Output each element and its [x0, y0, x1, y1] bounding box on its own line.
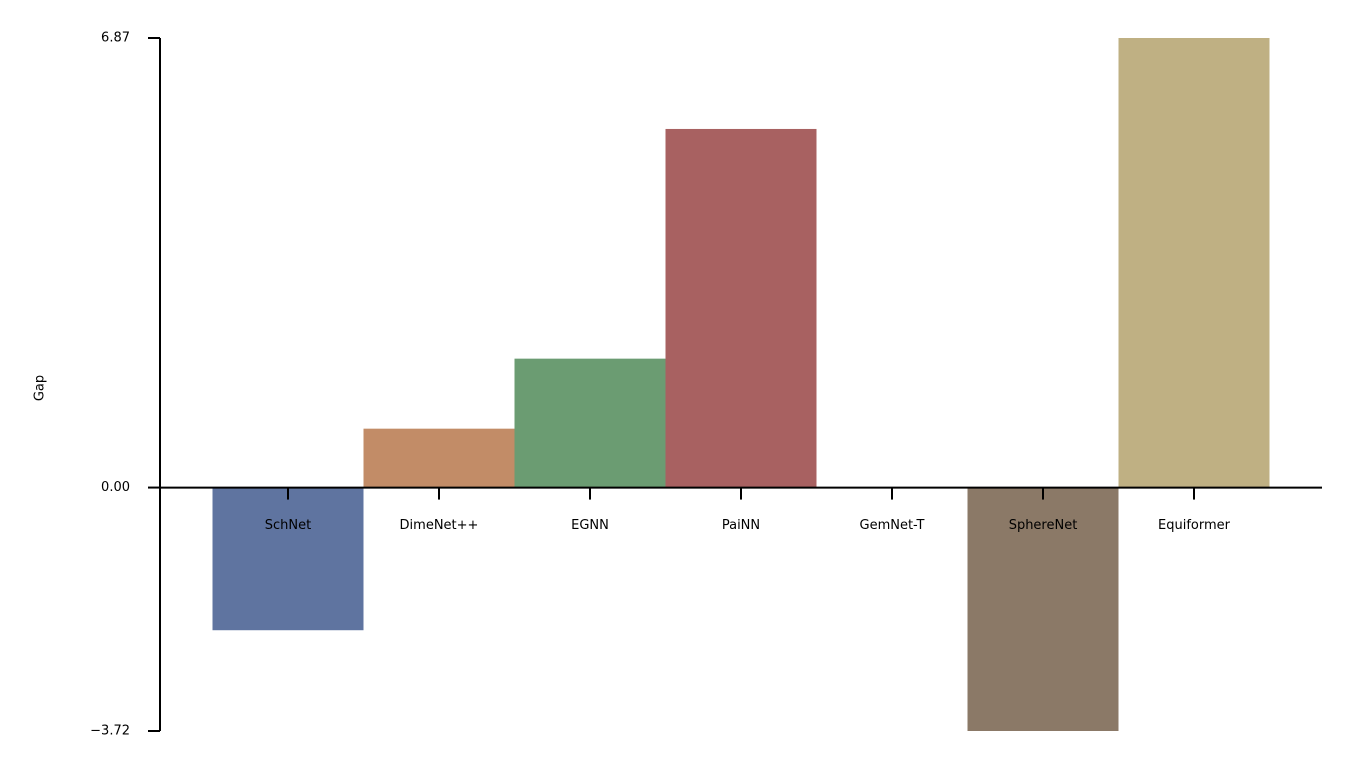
x-tick-label: DimeNet++: [400, 518, 479, 533]
y-tick-label: −3.72: [90, 724, 130, 739]
x-tick-label: PaiNN: [722, 518, 760, 533]
bar: [967, 487, 1119, 731]
x-tick-label: EGNN: [571, 518, 609, 533]
x-tick-label: SchNet: [265, 518, 311, 533]
x-tick-label: Equiformer: [1158, 518, 1231, 533]
y-tick-label: 0.00: [101, 480, 130, 495]
y-axis-label: Gap: [33, 375, 48, 401]
x-tick-label: SphereNet: [1009, 518, 1078, 533]
y-tick-label: 6.87: [101, 31, 130, 46]
x-tick-label: GemNet-T: [860, 518, 925, 533]
bar: [363, 428, 515, 488]
bar: [665, 128, 817, 488]
bar: [514, 358, 666, 488]
bar: [1118, 38, 1270, 488]
bar: [212, 487, 364, 631]
